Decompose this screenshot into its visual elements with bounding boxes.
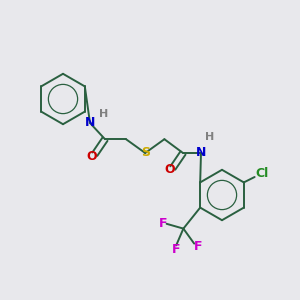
Text: F: F [194,239,202,253]
Text: O: O [164,163,175,176]
Text: F: F [172,243,180,256]
Text: S: S [141,146,150,160]
Text: O: O [86,149,97,163]
Text: Cl: Cl [255,167,268,180]
Text: N: N [196,146,206,160]
Text: H: H [206,132,214,142]
Text: H: H [99,109,108,119]
Text: F: F [159,217,167,230]
Text: N: N [85,116,95,130]
